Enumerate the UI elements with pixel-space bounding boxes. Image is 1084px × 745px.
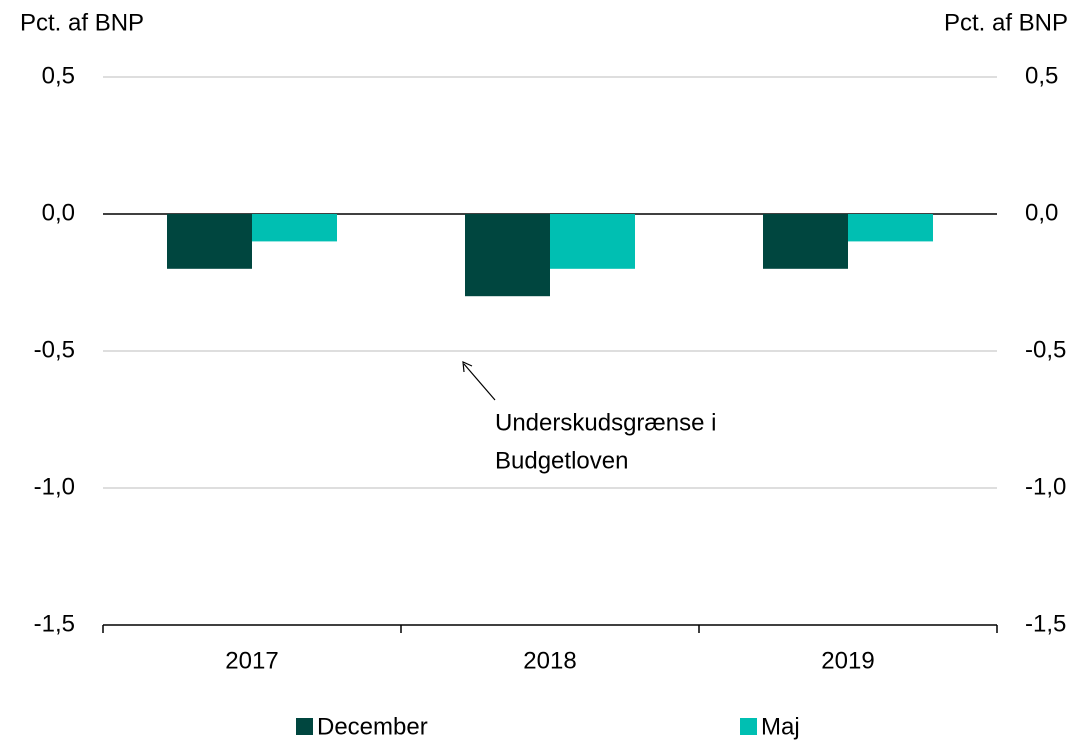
x-tick-label: 2017 [225, 647, 278, 674]
bar [465, 214, 550, 297]
legend-swatch [740, 718, 757, 735]
y-axis-label: Pct. af BNP [20, 9, 144, 36]
y-tick-label: 0,0 [42, 199, 75, 226]
annotation-arrow [463, 363, 496, 401]
legend-label: December [317, 713, 428, 740]
bar [763, 214, 848, 269]
y-tick-label: -1,0 [34, 473, 75, 500]
legend-swatch [296, 718, 313, 735]
y2-tick-label: 0,0 [1025, 199, 1058, 226]
bar [167, 214, 252, 269]
x-tick-label: 2018 [523, 647, 576, 674]
legend-label: Maj [761, 713, 800, 740]
annotation-arrowhead [462, 361, 473, 373]
y2-tick-label: -1,0 [1025, 473, 1066, 500]
x-tick-label: 2019 [821, 647, 874, 674]
y2-tick-label: -0,5 [1025, 336, 1066, 363]
y2-axis-label: Pct. af BNP [944, 9, 1068, 36]
y-tick-label: 0,5 [42, 62, 75, 89]
annotation: Budgetloven [495, 447, 628, 474]
annotation: Underskudsgrænse i [495, 409, 716, 436]
bar [252, 214, 337, 242]
y2-tick-label: -1,5 [1025, 610, 1066, 637]
bar [550, 214, 635, 269]
y-tick-label: -1,5 [34, 610, 75, 637]
y2-tick-label: 0,5 [1025, 62, 1058, 89]
y-tick-label: -0,5 [34, 336, 75, 363]
bar [848, 214, 933, 242]
